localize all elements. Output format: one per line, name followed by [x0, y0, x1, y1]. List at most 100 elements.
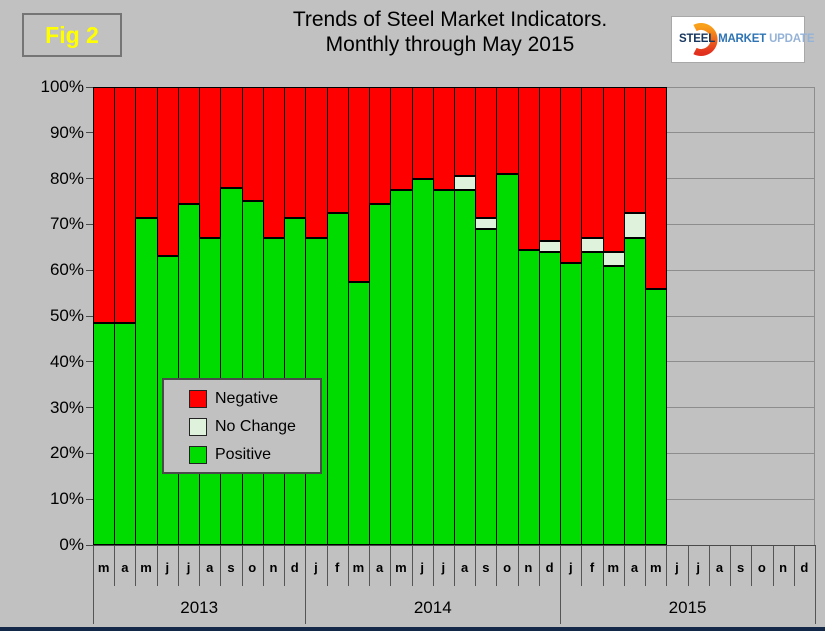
bar-Oct-14-positive	[496, 174, 519, 545]
bar-Apr-15-no-change	[623, 213, 647, 238]
bar-Jun-14-negative	[411, 87, 434, 179]
bar-Jul-14-positive	[432, 190, 455, 545]
month-label-13: a	[376, 560, 384, 575]
bar-Jul-13-negative	[177, 87, 201, 204]
month-separator-2	[135, 546, 137, 586]
bar-Oct-14	[496, 87, 519, 545]
bar-May-13-negative	[135, 87, 158, 218]
bar-Nov-13	[262, 87, 286, 545]
month-separator-6	[220, 546, 222, 586]
month-label-16: j	[441, 560, 446, 575]
bar-Sep-13	[220, 87, 243, 545]
year-separator-2	[560, 546, 562, 624]
month-label-1: a	[121, 560, 129, 575]
plot-right-border	[814, 87, 815, 545]
logo-word-steel: STEEL	[679, 33, 716, 45]
bar-Dec-14-positive	[538, 252, 562, 545]
bar-Oct-13-negative	[241, 87, 264, 201]
bar-Mar-13-positive	[93, 323, 116, 545]
bar-Sep-14	[475, 87, 498, 545]
y-axis-label-40: 40%	[49, 351, 84, 371]
legend-label-no-change: No Change	[215, 418, 296, 435]
month-separator-30	[730, 546, 732, 586]
y-axis-label-80: 80%	[49, 168, 84, 188]
bar-Jul-14-negative	[432, 87, 455, 190]
month-separator-7	[241, 546, 243, 586]
year-separator-1	[305, 546, 307, 624]
year-label-2013: 2013	[180, 598, 219, 617]
month-separator-9	[284, 546, 286, 586]
bar-Mar-13	[93, 87, 116, 545]
month-label-17: a	[461, 560, 469, 575]
bar-Nov-14-positive	[517, 250, 540, 545]
logo-word-update: UPDATE	[769, 33, 815, 45]
bar-Sep-13-negative	[220, 87, 243, 188]
y-axis-label-0: 0%	[59, 535, 84, 554]
chart-title: Trends of Steel Market Indicators. Month…	[75, 7, 825, 57]
bar-Jun-14-positive	[411, 179, 434, 545]
y-axis-tick-80	[86, 178, 93, 180]
steel-market-update-logo: STEEL MARKET UPDATE	[671, 16, 814, 63]
x-axis-line	[93, 545, 816, 546]
bar-Dec-14	[538, 87, 562, 545]
month-separator-20	[517, 546, 519, 586]
month-separator-26	[645, 546, 647, 586]
bar-Aug-14-no-change	[454, 176, 477, 190]
bar-Mar-15	[602, 87, 625, 545]
bar-Dec-13-negative	[284, 87, 307, 218]
y-axis-tick-30	[86, 407, 93, 409]
bar-Apr-14-negative	[369, 87, 392, 204]
bar-May-15-positive	[645, 289, 668, 545]
month-separator-24	[602, 546, 604, 586]
month-separator-13	[369, 546, 371, 586]
month-separator-33	[793, 546, 795, 586]
bar-Sep-13-positive	[220, 188, 243, 545]
bar-Jan-15-positive	[560, 263, 583, 545]
legend-swatch-no-change-icon	[189, 418, 207, 436]
bar-Feb-15-no-change	[581, 238, 604, 252]
chart-title-line2: Monthly through May 2015	[325, 33, 575, 56]
month-separator-28	[687, 546, 689, 586]
month-label-28: j	[696, 560, 700, 575]
bar-Oct-13	[241, 87, 264, 545]
month-label-0: m	[97, 560, 110, 575]
bar-Nov-14	[517, 87, 540, 545]
month-separator-3	[156, 546, 158, 586]
bar-Aug-14-negative	[454, 87, 477, 176]
month-label-8: n	[269, 560, 278, 575]
bar-Apr-15	[623, 87, 647, 545]
bar-Apr-15-negative	[623, 87, 647, 213]
legend-swatch-positive-icon	[189, 446, 207, 464]
bar-May-14	[390, 87, 413, 545]
month-label-23: f	[589, 560, 595, 575]
month-separator-11	[326, 546, 328, 586]
bar-Sep-14-negative	[475, 87, 498, 218]
bar-Apr-13	[114, 87, 137, 545]
bar-Feb-14-positive	[326, 213, 349, 545]
month-separator-27	[666, 546, 668, 586]
bar-Oct-14-negative	[496, 87, 519, 174]
month-label-27: j	[675, 560, 679, 575]
y-axis-tick-0	[86, 544, 93, 546]
month-label-5: a	[206, 560, 214, 575]
bar-Jun-14	[411, 87, 434, 545]
bar-Sep-14-no-change	[475, 218, 498, 229]
bar-Mar-15-negative	[602, 87, 625, 252]
month-label-29: a	[715, 560, 724, 575]
y-axis-label-30: 30%	[49, 397, 84, 417]
bar-Jun-13	[156, 87, 179, 545]
month-label-19: o	[503, 560, 512, 575]
legend-item-no-change: No Change	[189, 416, 320, 438]
logo-swoosh-icon	[693, 23, 718, 56]
bar-Feb-15-negative	[581, 87, 604, 238]
bar-Dec-14-no-change	[538, 241, 562, 252]
month-separator-16	[432, 546, 434, 586]
y-axis-tick-50	[86, 315, 93, 317]
month-separator-14	[390, 546, 392, 586]
bar-May-15-negative	[645, 87, 668, 289]
month-label-24: m	[607, 560, 620, 575]
month-label-4: j	[186, 560, 191, 575]
y-axis-tick-100	[86, 86, 93, 88]
